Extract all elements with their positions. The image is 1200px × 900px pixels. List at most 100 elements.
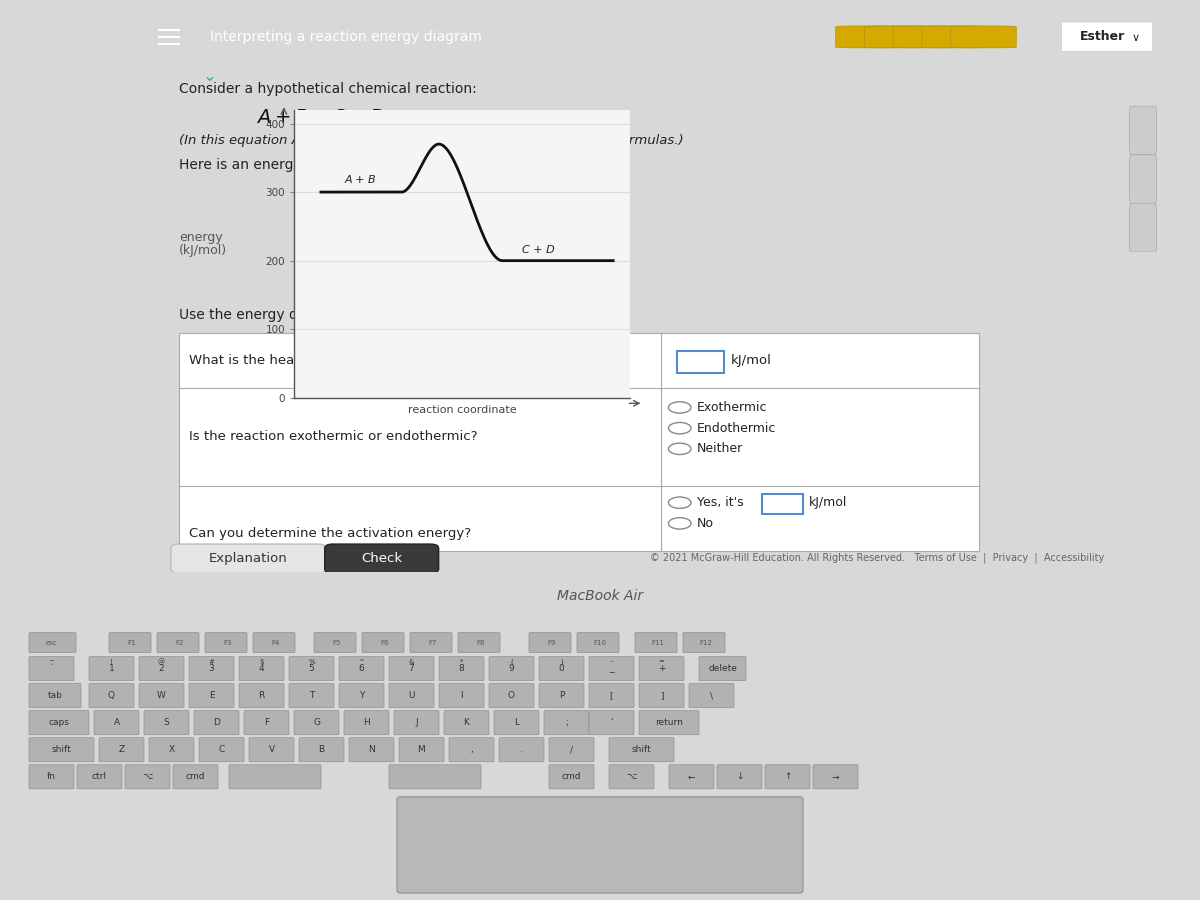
Text: \: \ — [710, 691, 713, 700]
Text: ,: , — [470, 745, 473, 754]
FancyBboxPatch shape — [157, 633, 199, 652]
FancyBboxPatch shape — [244, 711, 289, 734]
FancyBboxPatch shape — [1060, 22, 1154, 52]
Text: Check: Check — [361, 552, 402, 565]
Text: 1: 1 — [109, 664, 114, 673]
FancyBboxPatch shape — [577, 633, 619, 652]
FancyBboxPatch shape — [640, 657, 684, 680]
FancyBboxPatch shape — [449, 738, 494, 761]
FancyBboxPatch shape — [439, 657, 484, 680]
Text: 0: 0 — [559, 664, 564, 673]
FancyBboxPatch shape — [550, 738, 594, 761]
Text: I: I — [460, 691, 463, 700]
FancyBboxPatch shape — [229, 765, 322, 788]
FancyBboxPatch shape — [144, 711, 190, 734]
Text: energy: energy — [179, 231, 223, 244]
Text: -: - — [611, 659, 613, 664]
Text: +: + — [658, 664, 665, 673]
Text: W: W — [157, 691, 166, 700]
Circle shape — [668, 518, 691, 529]
FancyBboxPatch shape — [362, 633, 404, 652]
FancyBboxPatch shape — [29, 738, 94, 761]
Text: return: return — [655, 718, 683, 727]
Text: tab: tab — [48, 691, 62, 700]
Text: Endothermic: Endothermic — [697, 422, 776, 435]
FancyBboxPatch shape — [29, 684, 82, 707]
FancyBboxPatch shape — [539, 684, 584, 707]
Text: (In this equation A, B, C and D stand for some unknown chemical formulas.): (In this equation A, B, C and D stand fo… — [179, 134, 684, 148]
FancyBboxPatch shape — [529, 633, 571, 652]
FancyBboxPatch shape — [253, 633, 295, 652]
FancyBboxPatch shape — [766, 765, 810, 788]
Text: MacBook Air: MacBook Air — [557, 589, 643, 603]
Text: X: X — [168, 745, 174, 754]
FancyBboxPatch shape — [689, 684, 734, 707]
FancyBboxPatch shape — [922, 26, 988, 48]
FancyBboxPatch shape — [190, 657, 234, 680]
Text: ←: ← — [688, 772, 695, 781]
X-axis label: reaction coordinate: reaction coordinate — [408, 405, 516, 415]
Text: F3: F3 — [223, 640, 233, 645]
Text: Use the energy diagram to answer these questions.: Use the energy diagram to answer these q… — [179, 308, 539, 321]
Text: Neither: Neither — [697, 443, 744, 455]
Text: D: D — [214, 718, 220, 727]
FancyBboxPatch shape — [250, 738, 294, 761]
FancyBboxPatch shape — [610, 738, 674, 761]
Text: shift: shift — [631, 745, 652, 754]
Text: _: _ — [610, 664, 613, 673]
FancyBboxPatch shape — [314, 633, 356, 652]
FancyBboxPatch shape — [610, 765, 654, 788]
Text: A: A — [114, 718, 120, 727]
FancyBboxPatch shape — [439, 684, 484, 707]
FancyBboxPatch shape — [179, 334, 979, 551]
Text: &: & — [409, 659, 414, 664]
FancyBboxPatch shape — [194, 711, 239, 734]
Circle shape — [668, 422, 691, 434]
Text: Interpreting a reaction energy diagram: Interpreting a reaction energy diagram — [210, 30, 481, 44]
FancyBboxPatch shape — [683, 633, 725, 652]
FancyBboxPatch shape — [139, 684, 184, 707]
FancyBboxPatch shape — [109, 633, 151, 652]
Text: caps: caps — [48, 718, 70, 727]
FancyBboxPatch shape — [325, 544, 439, 573]
FancyBboxPatch shape — [550, 765, 594, 788]
Text: O: O — [508, 691, 515, 700]
Text: 7: 7 — [409, 664, 414, 673]
Text: ⌥: ⌥ — [143, 772, 152, 781]
FancyBboxPatch shape — [349, 738, 394, 761]
FancyBboxPatch shape — [149, 738, 194, 761]
Text: Z: Z — [119, 745, 125, 754]
Text: kJ/mol: kJ/mol — [731, 354, 772, 367]
Text: U: U — [408, 691, 415, 700]
Text: /: / — [570, 745, 574, 754]
Text: F4: F4 — [272, 640, 280, 645]
FancyBboxPatch shape — [1129, 155, 1157, 203]
FancyBboxPatch shape — [289, 684, 334, 707]
FancyBboxPatch shape — [444, 711, 490, 734]
Text: F11: F11 — [652, 640, 665, 645]
FancyBboxPatch shape — [340, 684, 384, 707]
FancyBboxPatch shape — [544, 711, 589, 734]
FancyBboxPatch shape — [698, 657, 746, 680]
Text: Q: Q — [108, 691, 115, 700]
FancyBboxPatch shape — [239, 684, 284, 707]
Text: →: → — [832, 772, 839, 781]
Text: ↓: ↓ — [736, 772, 743, 781]
FancyBboxPatch shape — [490, 684, 534, 707]
Text: shift: shift — [52, 745, 71, 754]
Text: M: M — [418, 745, 425, 754]
Text: J: J — [415, 718, 418, 727]
FancyBboxPatch shape — [589, 684, 634, 707]
Text: V: V — [269, 745, 275, 754]
Text: `: ` — [49, 664, 54, 673]
Circle shape — [668, 443, 691, 454]
Text: kJ/mol: kJ/mol — [809, 496, 847, 509]
FancyBboxPatch shape — [205, 633, 247, 652]
Text: .: . — [520, 745, 523, 754]
Text: !: ! — [110, 659, 113, 664]
FancyBboxPatch shape — [589, 657, 634, 680]
Text: ): ) — [560, 658, 563, 665]
FancyBboxPatch shape — [125, 765, 170, 788]
Text: What is the heat of reaction?: What is the heat of reaction? — [190, 354, 383, 367]
Text: L: L — [514, 718, 520, 727]
